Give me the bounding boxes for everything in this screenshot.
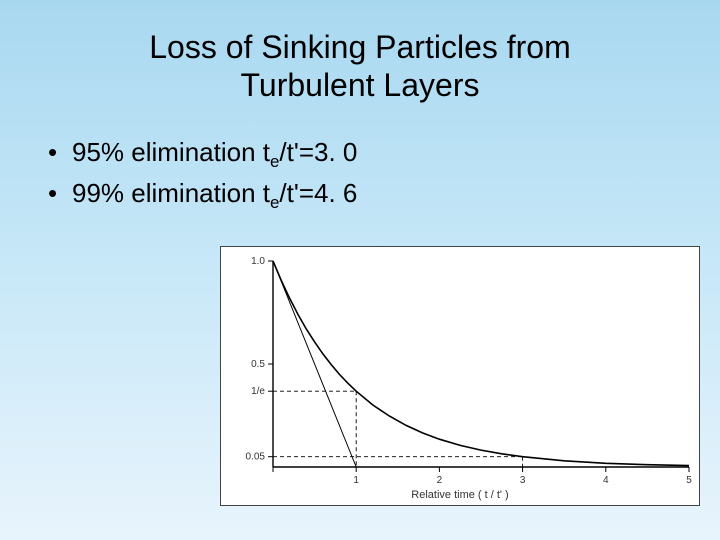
chart-x-axis-label: Relative time ( t / t' ) xyxy=(221,489,699,501)
svg-text:5: 5 xyxy=(686,475,692,486)
title-line-2: Turbulent Layers xyxy=(241,67,480,103)
svg-text:1: 1 xyxy=(353,475,359,486)
bullet-list: 95% elimination te/t'=3. 0 99% eliminati… xyxy=(48,133,680,216)
bullet-text-prefix: 99% elimination t xyxy=(72,178,270,208)
svg-text:1.0: 1.0 xyxy=(251,256,265,267)
svg-text:1/e: 1/e xyxy=(251,386,265,397)
svg-text:0.05: 0.05 xyxy=(246,452,266,463)
svg-text:4: 4 xyxy=(603,475,609,486)
bullet-subscript: e xyxy=(270,152,279,171)
decay-chart: 1 2 3 4 5 1.0 0.5 1/e 0.05 xyxy=(221,247,701,507)
svg-text:3: 3 xyxy=(520,475,526,486)
bullet-item: 95% elimination te/t'=3. 0 xyxy=(48,133,680,175)
slide-title: Loss of Sinking Particles from Turbulent… xyxy=(40,28,680,105)
title-line-1: Loss of Sinking Particles from xyxy=(149,29,571,65)
svg-text:0.5: 0.5 xyxy=(251,359,265,370)
chart-container: 1 2 3 4 5 1.0 0.5 1/e 0.05 Relative time ( t / t… xyxy=(220,246,700,506)
bullet-text-suffix: /t'=4. 6 xyxy=(279,178,357,208)
bullet-item: 99% elimination te/t'=4. 6 xyxy=(48,174,680,216)
bullet-text-suffix: /t'=3. 0 xyxy=(279,137,357,167)
bullet-text-prefix: 95% elimination t xyxy=(72,137,270,167)
bullet-subscript: e xyxy=(270,194,279,213)
svg-text:2: 2 xyxy=(437,475,443,486)
